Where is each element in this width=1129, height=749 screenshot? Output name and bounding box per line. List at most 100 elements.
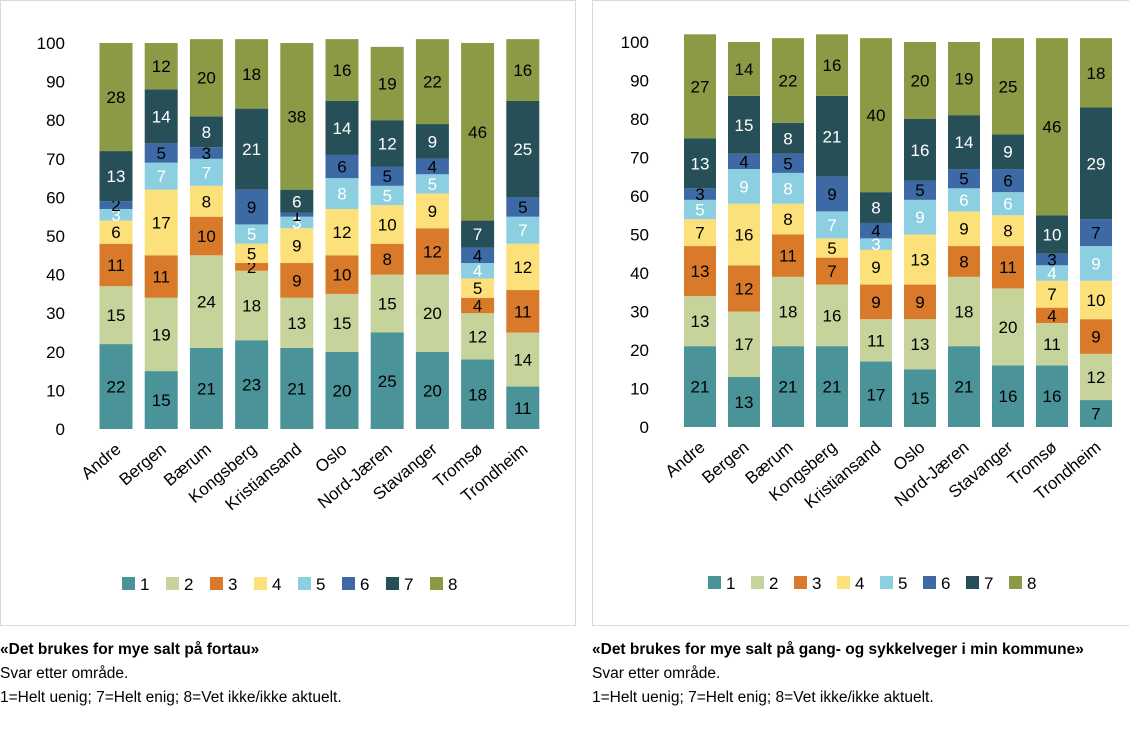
data-label: 11 [152, 268, 170, 287]
bar-segment-2 [99, 286, 133, 345]
data-label: 9 [292, 237, 301, 256]
bar-segment-2 [728, 311, 760, 377]
data-label: 11 [1043, 335, 1061, 354]
legend-swatch-4 [837, 576, 850, 589]
stacked-bar-chart-fortau: 01020304050607080901002215116321328Andre… [37, 34, 540, 594]
legend-label-3: 3 [812, 574, 821, 593]
bar-segment-1 [1036, 365, 1068, 427]
bar-segment-7 [772, 122, 804, 154]
data-label: 8 [783, 210, 792, 229]
data-label: 20 [423, 381, 442, 400]
bar-segment-4 [280, 228, 314, 264]
bar-segment-4 [992, 215, 1024, 247]
legend-swatch-3 [794, 576, 807, 589]
data-label: 10 [378, 215, 397, 234]
bar-segment-8 [860, 38, 892, 193]
data-label: 13 [691, 262, 710, 281]
bar-segment-7 [1080, 107, 1112, 220]
bar-segment-7 [816, 95, 848, 177]
left-panel: 0 10 20 30 40 50 60 70 80 90 100 22 15 11 6 3 2 13 28 Andre… [0, 0, 576, 706]
bar-segment-2 [325, 293, 359, 352]
y-tick-label: 70 [630, 149, 649, 168]
data-label: 6 [337, 158, 346, 177]
data-label: 22 [107, 378, 126, 397]
data-label: 21 [823, 378, 842, 397]
data-label: 15 [107, 306, 126, 325]
bar-segment-4 [189, 185, 223, 217]
data-label: 7 [156, 167, 165, 186]
data-label: 7 [827, 216, 836, 235]
bar-segment-4 [1080, 280, 1112, 320]
data-label: 3 [1047, 251, 1056, 270]
bar-segment-6 [728, 153, 760, 170]
bar-segment-6 [992, 169, 1024, 193]
data-label: 29 [1087, 154, 1106, 173]
y-tick-label: 20 [46, 343, 65, 362]
bar-segment-7 [235, 108, 269, 190]
data-label: 9 [871, 258, 880, 277]
bar-segment-1 [816, 346, 848, 427]
bar-segment-5 [684, 199, 716, 220]
bar-segment-2 [1036, 323, 1068, 366]
bar-segment-8 [415, 39, 449, 125]
y-tick-label: 0 [640, 418, 649, 437]
data-label: 4 [739, 152, 748, 171]
bar-segment-7 [461, 220, 495, 248]
data-label: 18 [779, 303, 798, 322]
bar-segment-8 [728, 42, 760, 96]
bar-segment-6 [99, 201, 133, 209]
data-label: 16 [999, 387, 1018, 406]
bar-segment-7 [948, 115, 980, 170]
data-label: 25 [513, 140, 532, 159]
data-label: 17 [152, 213, 171, 232]
bar-segment-5 [728, 169, 760, 204]
data-label: 7 [695, 224, 704, 243]
bar-segment-7 [1036, 215, 1068, 254]
bar-segment-2 [506, 332, 540, 387]
bar-segment-8 [772, 38, 804, 123]
bar-segment-8 [235, 39, 269, 109]
bar-segment-3 [816, 257, 848, 285]
data-label: 5 [428, 175, 437, 194]
bar-segment-8 [461, 43, 495, 221]
legend-swatch-1 [708, 576, 721, 589]
data-label: 20 [197, 69, 216, 88]
bar-segment-8 [684, 34, 716, 139]
bar-segment-2 [144, 297, 178, 372]
bar-segment-5 [772, 172, 804, 204]
data-label: 28 [107, 88, 126, 107]
data-label: 27 [691, 77, 710, 96]
data-label: 8 [337, 185, 346, 204]
bar-segment-6 [506, 197, 540, 217]
x-tick-label: Bergen [116, 440, 170, 490]
bar-segment-5 [235, 224, 269, 244]
data-label: 12 [513, 258, 532, 277]
data-label: 7 [827, 262, 836, 281]
bar-segment-1 [684, 346, 716, 427]
bar-segment-8 [280, 43, 314, 190]
bar-segment-1 [948, 346, 980, 427]
bar-segment-5 [1080, 246, 1112, 281]
data-label: 7 [518, 221, 527, 240]
data-label: 9 [1003, 143, 1012, 162]
y-tick-label: 50 [46, 227, 65, 246]
bar-segment-5 [992, 192, 1024, 216]
bar-segment-1 [506, 386, 540, 429]
caption-scale-note-2: 1=Helt uenig; 7=Helt enig; 8=Vet ikke/ik… [592, 689, 934, 706]
bar-segment-1 [860, 361, 892, 427]
bar-segment-6 [860, 222, 892, 239]
legend-swatch-8 [430, 577, 443, 590]
bar-segment-2 [992, 288, 1024, 366]
data-label: 46 [1043, 118, 1062, 137]
data-label: 2 [111, 196, 120, 215]
bar-segment-3 [506, 290, 540, 333]
data-label: 21 [242, 140, 261, 159]
data-label: 20 [333, 381, 352, 400]
legend-label-5: 5 [316, 575, 325, 594]
y-tick-label: 90 [630, 72, 649, 91]
data-label: 15 [333, 314, 352, 333]
data-label: 25 [999, 77, 1018, 96]
data-label: 6 [111, 223, 120, 242]
data-label: 8 [783, 129, 792, 148]
bar-segment-2 [189, 255, 223, 348]
